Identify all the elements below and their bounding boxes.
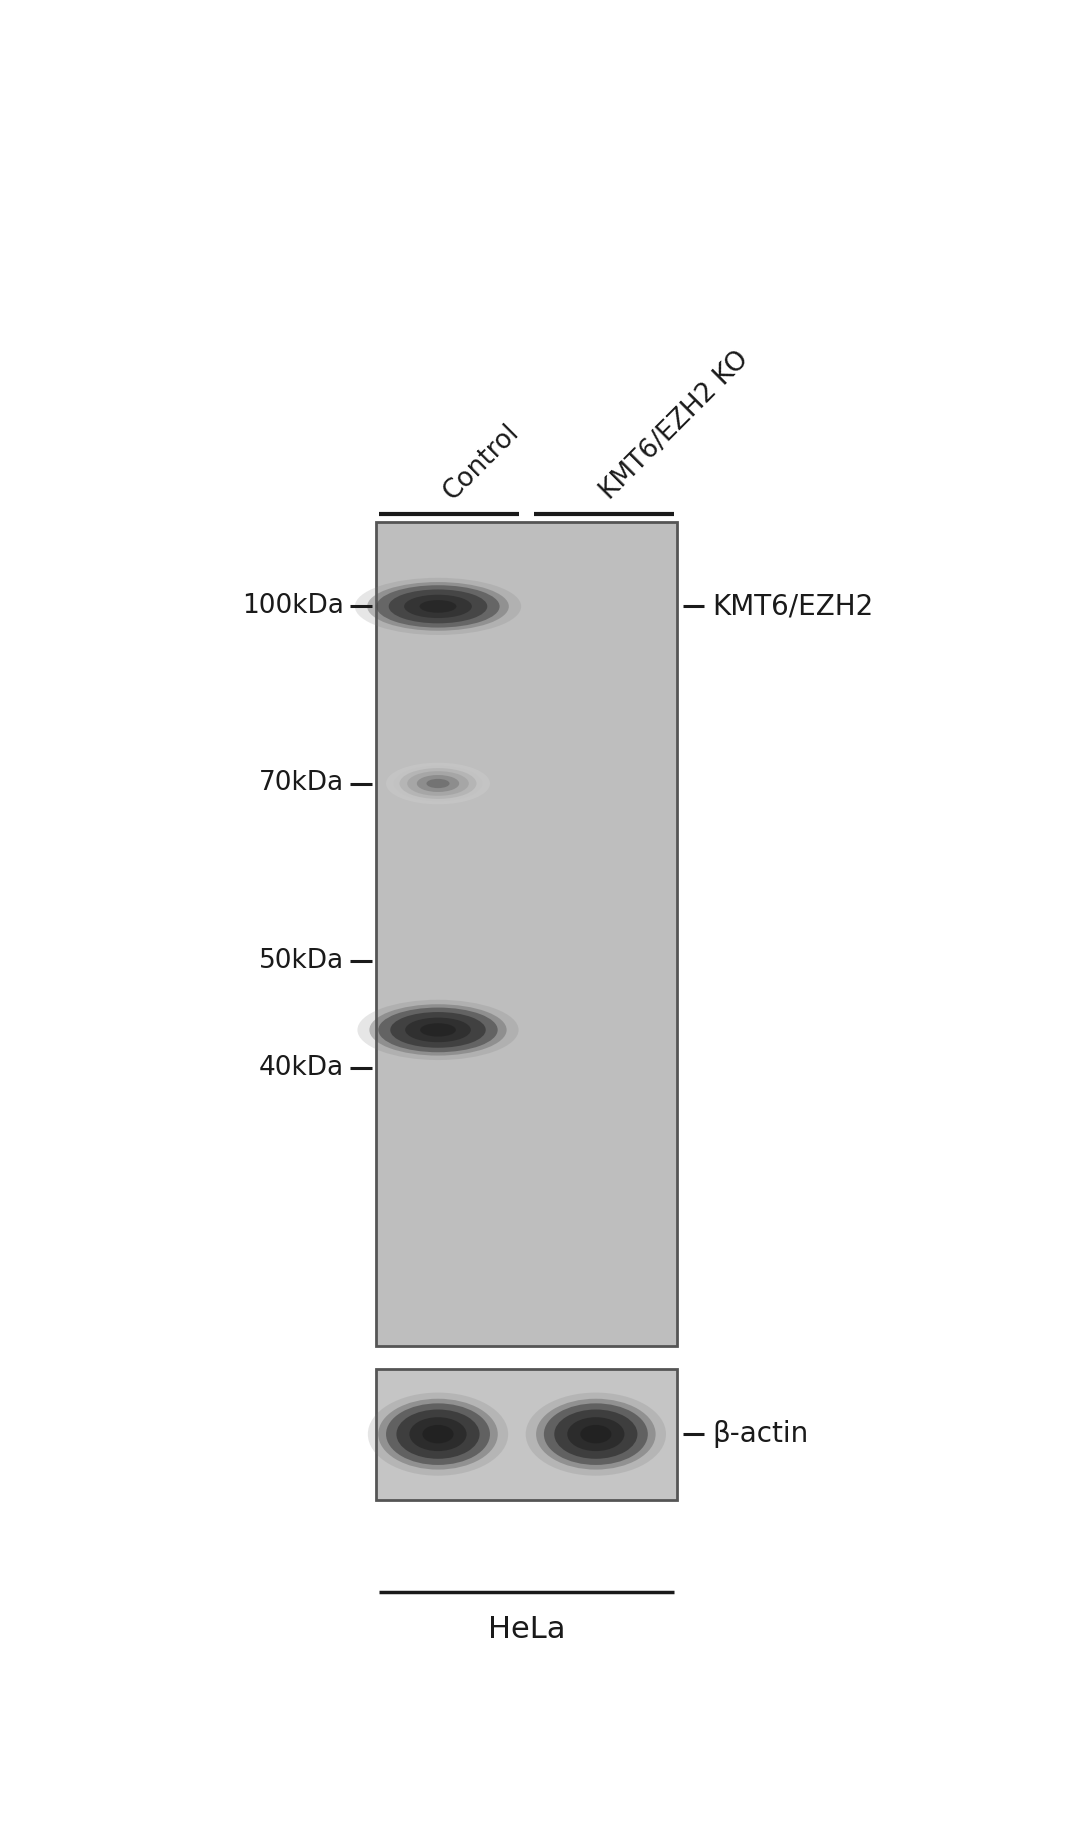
Ellipse shape	[394, 766, 483, 801]
Ellipse shape	[386, 1404, 490, 1465]
Ellipse shape	[390, 1013, 486, 1048]
Text: KMT6/EZH2 KO: KMT6/EZH2 KO	[596, 347, 755, 506]
Ellipse shape	[377, 585, 500, 627]
Ellipse shape	[419, 600, 457, 613]
Ellipse shape	[404, 594, 472, 618]
Ellipse shape	[420, 1024, 456, 1037]
Text: 50kDa: 50kDa	[259, 948, 345, 974]
Ellipse shape	[368, 1393, 509, 1476]
Text: HeLa: HeLa	[488, 1614, 565, 1644]
Text: β-actin: β-actin	[712, 1421, 808, 1448]
Ellipse shape	[580, 1424, 611, 1443]
Text: 100kDa: 100kDa	[242, 594, 345, 620]
Ellipse shape	[526, 1393, 666, 1476]
Ellipse shape	[405, 1018, 471, 1042]
Ellipse shape	[409, 1417, 467, 1450]
Ellipse shape	[389, 589, 487, 624]
Ellipse shape	[422, 1424, 454, 1443]
Ellipse shape	[544, 1404, 648, 1465]
Bar	[377, 1369, 677, 1500]
Ellipse shape	[378, 1007, 498, 1052]
Ellipse shape	[417, 775, 459, 792]
Ellipse shape	[378, 1399, 498, 1470]
Text: KMT6/EZH2: KMT6/EZH2	[712, 592, 874, 620]
Text: 70kDa: 70kDa	[259, 771, 345, 797]
Bar	[377, 522, 677, 1345]
Ellipse shape	[400, 768, 476, 799]
Ellipse shape	[567, 1417, 624, 1450]
Ellipse shape	[386, 762, 490, 804]
Ellipse shape	[369, 1004, 507, 1055]
Ellipse shape	[396, 1410, 480, 1459]
Ellipse shape	[355, 577, 522, 635]
Ellipse shape	[427, 779, 449, 788]
Ellipse shape	[554, 1410, 637, 1459]
Text: Control: Control	[438, 419, 524, 506]
Ellipse shape	[357, 1000, 518, 1061]
Text: 40kDa: 40kDa	[259, 1055, 345, 1081]
Ellipse shape	[536, 1399, 656, 1470]
Ellipse shape	[407, 771, 469, 795]
Ellipse shape	[367, 581, 509, 631]
